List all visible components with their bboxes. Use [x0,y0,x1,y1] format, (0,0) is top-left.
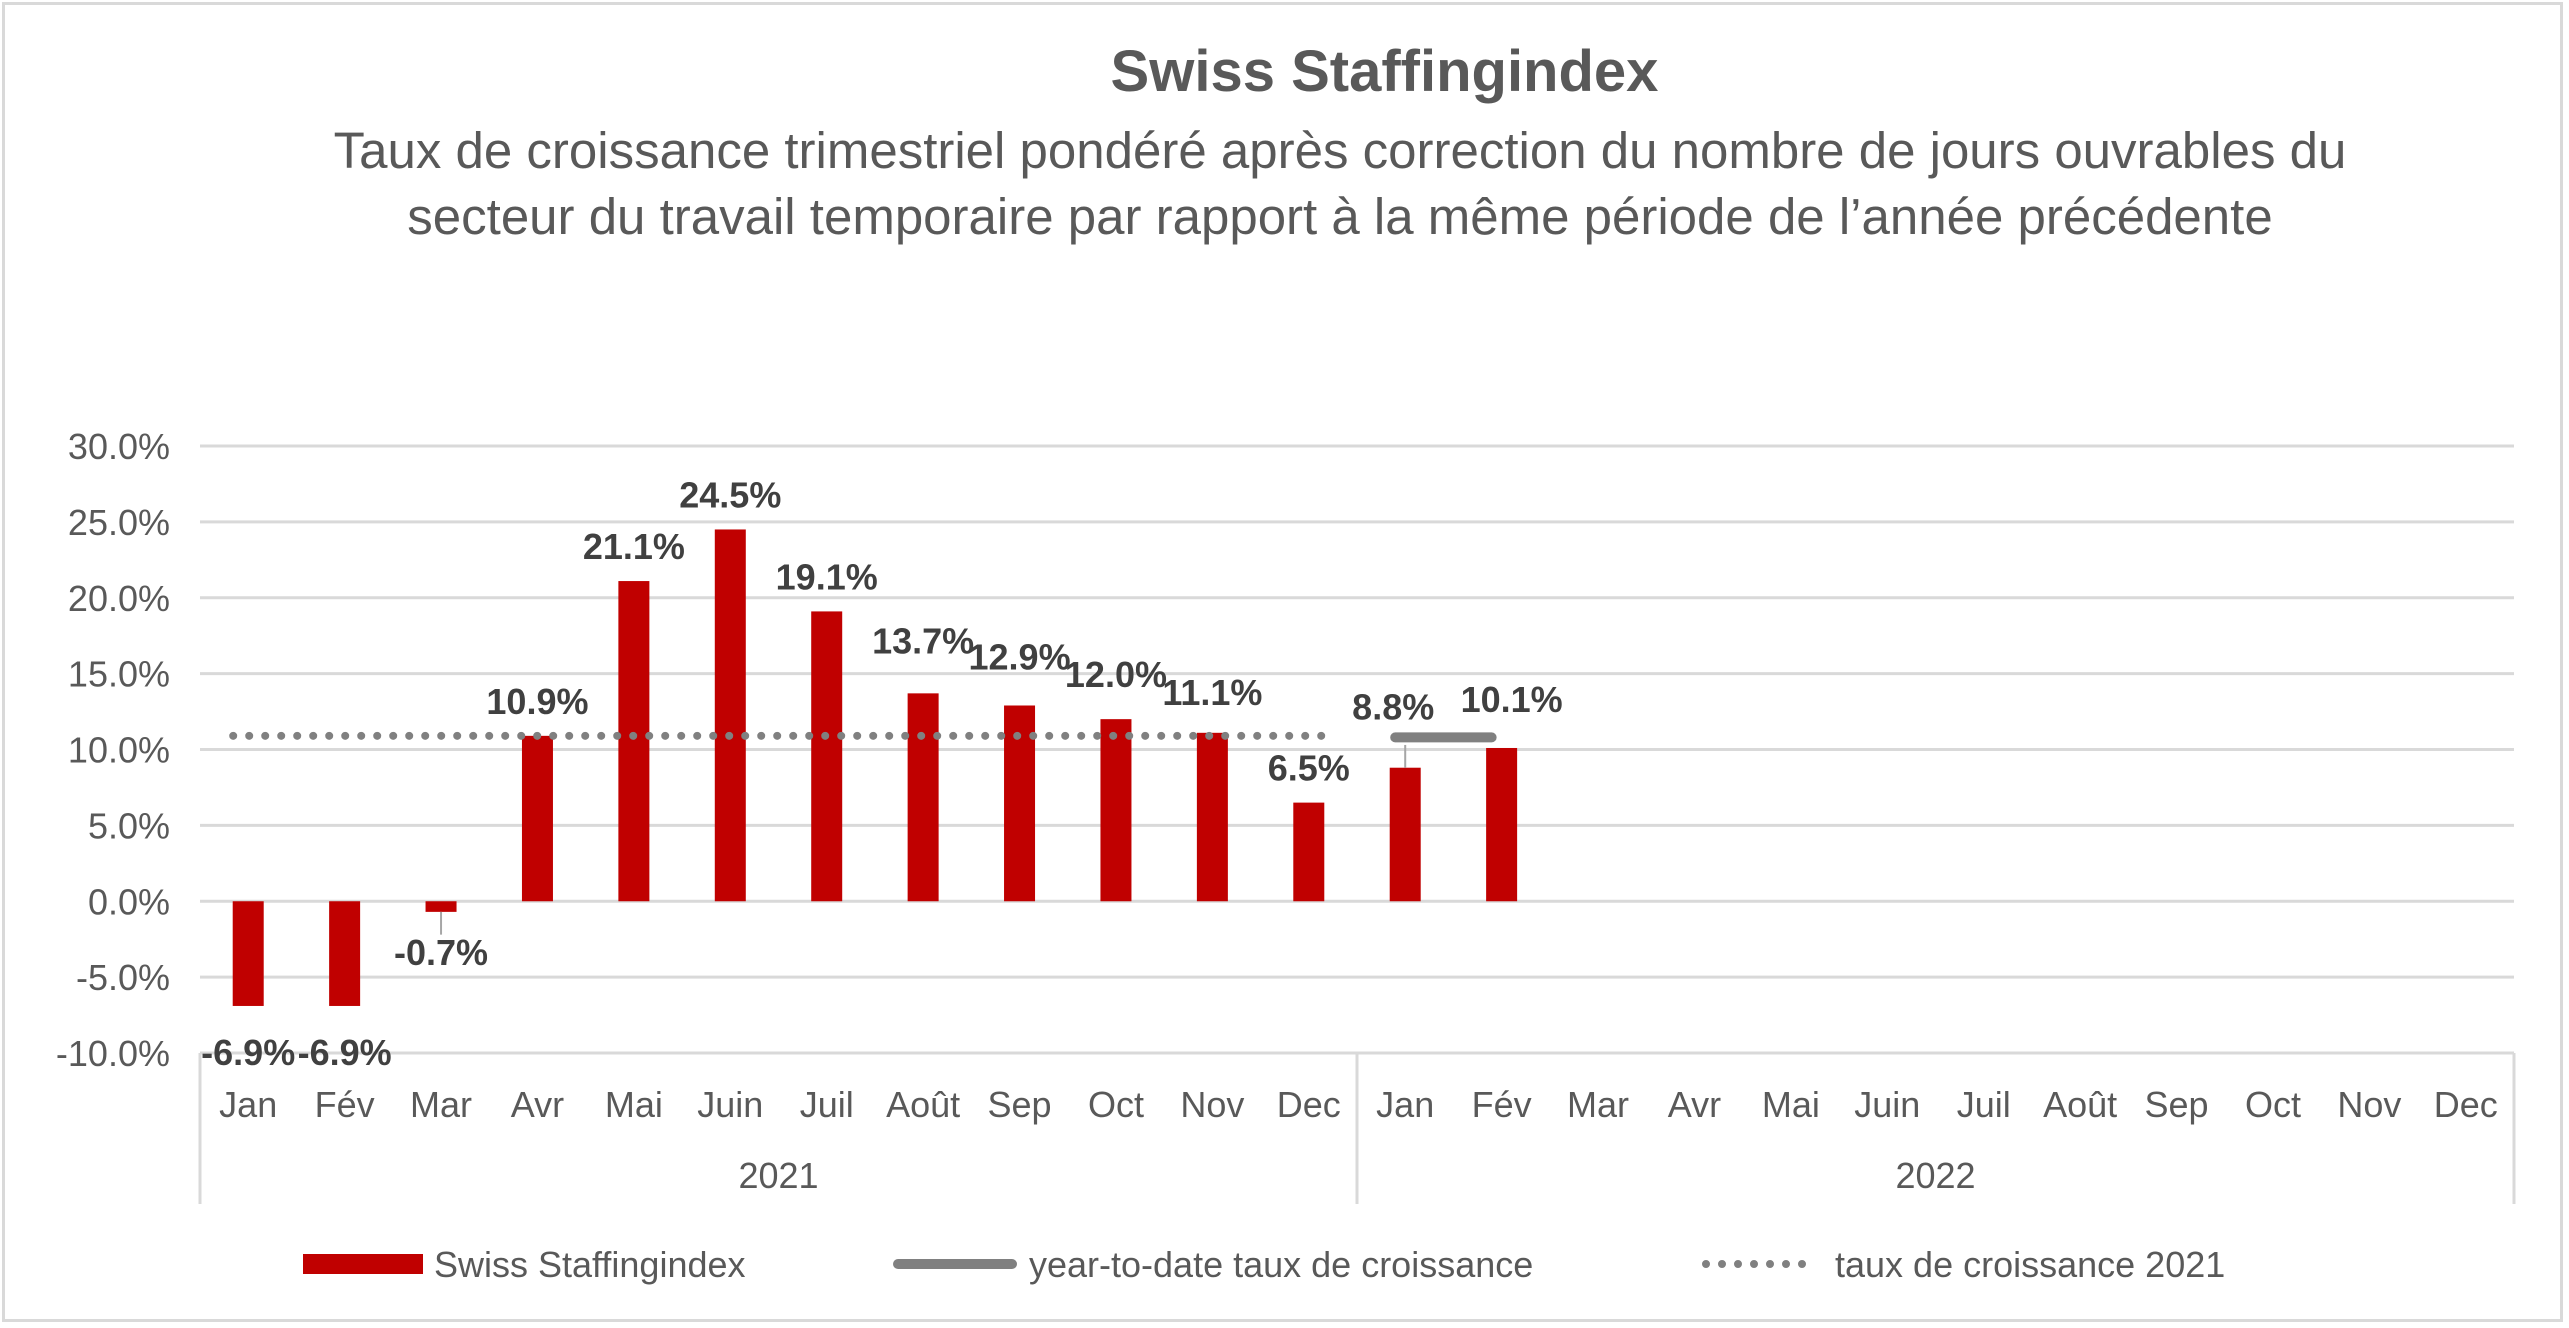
legend-label: taux de croissance 2021 [1835,1244,2225,1285]
x-tick-label: Fév [1472,1084,1532,1125]
bar [329,901,361,1006]
legend-bar-swatch [303,1254,423,1274]
x-tick-label: Mar [1567,1084,1629,1125]
y-tick-label: 20.0% [68,578,170,619]
bar [1100,719,1132,902]
x-tick-label: Mai [1762,1084,1820,1125]
x-tick-label: Juin [1854,1084,1920,1125]
data-label: 8.8% [1352,687,1434,728]
x-group-label: 2021 [738,1155,818,1196]
data-label: 12.0% [1065,654,1167,695]
bar [1389,767,1421,902]
data-label: 12.9% [969,636,1071,677]
bar [1293,802,1325,902]
x-tick-label: Juil [800,1084,854,1125]
y-tick-label: 30.0% [68,426,170,467]
x-tick-label: Juil [1957,1084,2011,1125]
y-tick-label: -10.0% [56,1033,170,1074]
chart-title: Swiss Staffingindex [1110,39,1659,104]
x-tick-label: Fév [315,1084,375,1125]
legend-label: year-to-date taux de croissance [1029,1244,1533,1285]
y-tick-label: 25.0% [68,502,170,543]
data-label: 10.1% [1461,679,1563,720]
bar [907,693,939,902]
bar [714,529,746,902]
y-tick-label: 5.0% [88,805,170,846]
x-tick-label: Juin [697,1084,763,1125]
x-tick-label: Nov [2337,1084,2401,1125]
data-label: -6.9% [298,1032,392,1073]
x-tick-label: Sep [2145,1084,2209,1125]
bar [232,901,264,1006]
bar [1196,732,1228,902]
x-tick-label: Oct [2245,1084,2301,1125]
y-tick-label: -5.0% [76,957,170,998]
data-label: 11.1% [1162,672,1262,713]
x-tick-label: Dec [2434,1084,2498,1125]
data-label: -0.7% [394,932,488,973]
bar [425,901,457,912]
x-tick-label: Avr [511,1084,564,1125]
data-label: 19.1% [776,556,878,597]
y-tick-label: 0.0% [88,881,170,922]
bar [811,611,843,902]
legend-label: Swiss Staffingindex [434,1244,746,1285]
bar [521,735,553,902]
x-tick-label: Jan [219,1084,277,1125]
x-tick-label: Dec [1277,1084,1341,1125]
data-label: 10.9% [486,681,588,722]
x-tick-label: Avr [1668,1084,1721,1125]
x-tick-label: Oct [1088,1084,1144,1125]
x-tick-label: Mar [410,1084,472,1125]
x-tick-label: Août [886,1084,960,1125]
chart-subtitle: Taux de croissance trimestriel pondéré a… [333,122,2347,245]
x-tick-label: Nov [1180,1084,1244,1125]
x-tick-label: Août [2043,1084,2117,1125]
data-label: 24.5% [679,474,781,515]
data-label: 6.5% [1268,748,1350,789]
x-tick-label: Mai [605,1084,663,1125]
data-label: 13.7% [872,620,974,661]
x-tick-label: Jan [1376,1084,1434,1125]
data-label: -6.9% [201,1032,295,1073]
x-tick-label: Sep [988,1084,1052,1125]
y-tick-label: 15.0% [68,654,170,695]
y-tick-label: 10.0% [68,730,170,771]
data-label: 21.1% [583,526,685,567]
bar [618,581,650,902]
x-group-label: 2022 [1895,1155,1975,1196]
bar [1486,747,1518,902]
